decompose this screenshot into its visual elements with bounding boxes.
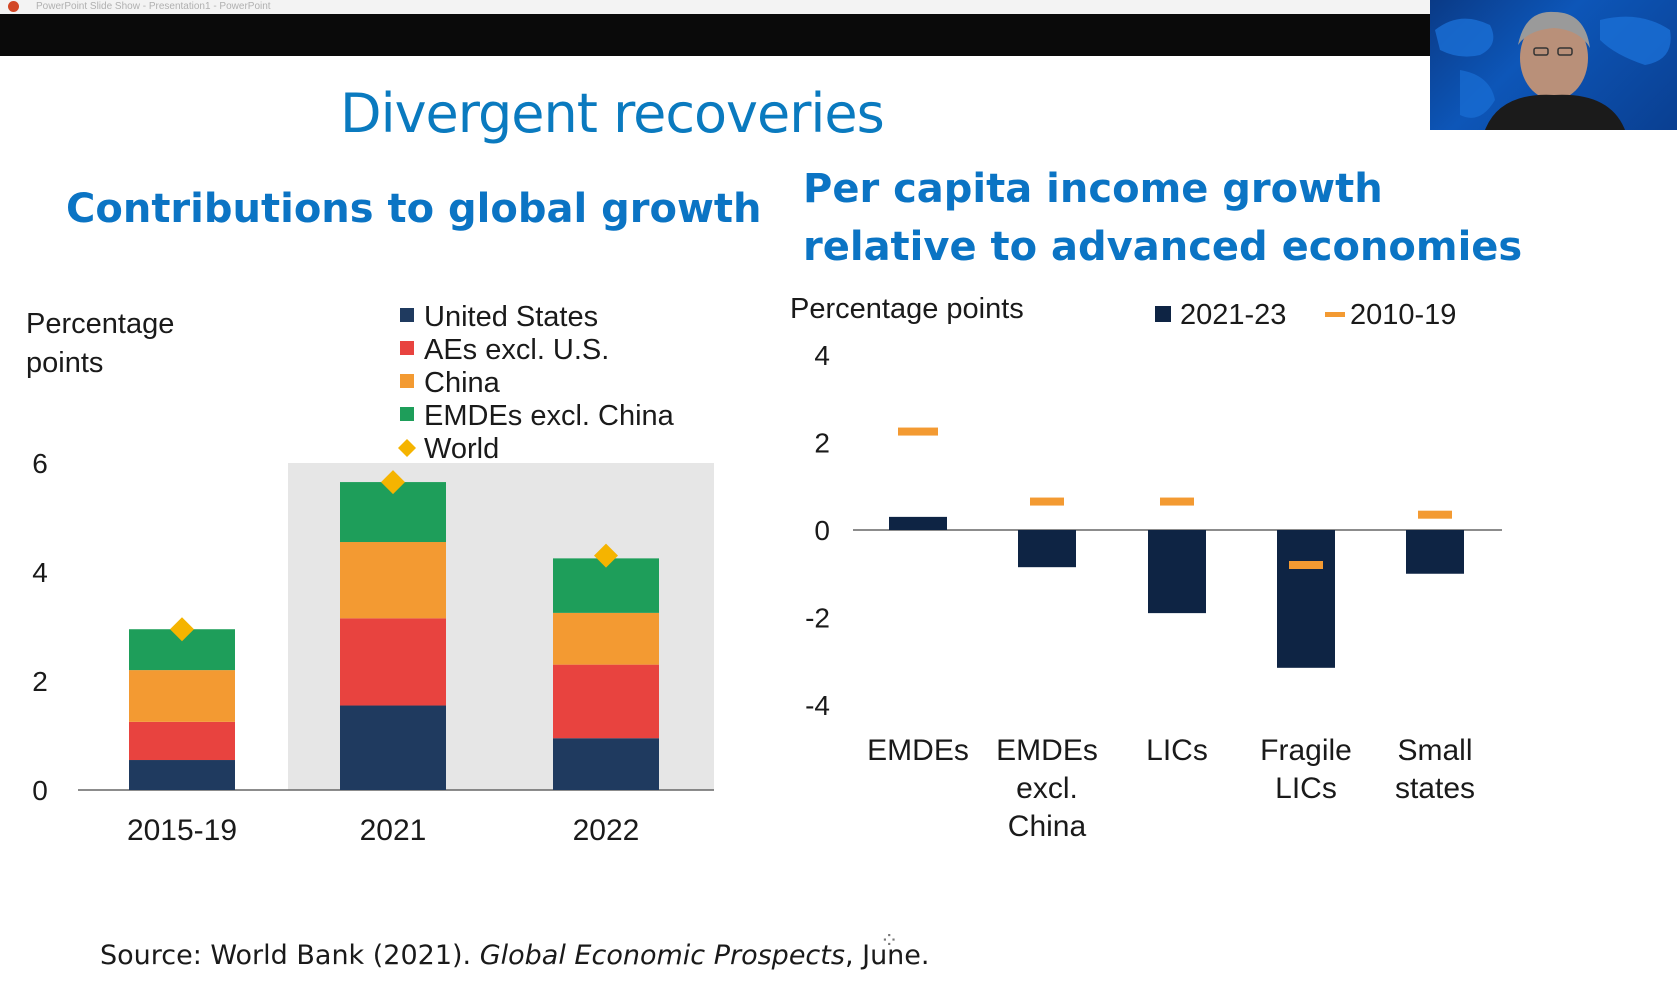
benchmark-dash (1160, 497, 1194, 506)
window-titlebar: PowerPoint Slide Show - Presentation1 - … (0, 0, 1677, 14)
right-x-tick-label: China (1008, 810, 1087, 843)
right-x-tick-label: Small (1397, 734, 1472, 767)
world-marker (594, 543, 618, 568)
income-growth-bar (1018, 530, 1076, 568)
right-x-tick-label: Fragile (1260, 734, 1352, 767)
income-growth-bar (889, 516, 947, 530)
stacked-bar-segment (340, 618, 446, 706)
legend-swatch (1155, 306, 1171, 322)
legend-label: AEs excl. U.S. (424, 334, 609, 366)
legend-label: EMDEs excl. China (424, 400, 675, 432)
slide-title: Divergent recoveries (340, 82, 885, 145)
legend-swatch (400, 308, 414, 322)
left-y-tick-label: 6 (32, 448, 48, 479)
legend-label: 2010-19 (1350, 299, 1456, 331)
benchmark-dash (898, 427, 938, 436)
legend-label: 2021-23 (1180, 299, 1286, 331)
right-x-tick-label: excl. (1016, 772, 1078, 805)
world-marker (381, 470, 405, 495)
source-suffix: , June. (844, 940, 930, 971)
right-bars (889, 516, 1464, 668)
stacked-bar-segment (553, 664, 659, 739)
legend-swatch (400, 407, 414, 421)
right-y-tick-label: -2 (805, 603, 830, 634)
left-x-tick-label: 2022 (573, 814, 640, 847)
left-y-tick-label: 4 (32, 557, 48, 588)
income-growth-bar (1277, 530, 1335, 668)
legend-label: World (424, 433, 499, 465)
right-x-tick-label: EMDEs (996, 734, 1098, 767)
right-ylabel: Percentage points (790, 293, 1024, 325)
left-ylabel-line1: Percentage (26, 308, 174, 340)
benchmark-dash (1418, 510, 1452, 519)
right-y-tick-label: 4 (814, 340, 830, 371)
right-x-tick-label: LICs (1275, 772, 1337, 805)
stacked-bar-segment (340, 705, 446, 790)
world-marker (170, 617, 194, 642)
source-prefix: Source: World Bank (2021). (100, 940, 480, 971)
right-y-tick-label: -4 (805, 690, 830, 721)
source-publication: Global Economic Prospects (479, 940, 845, 971)
income-growth-bar (1148, 530, 1206, 614)
per-capita-growth-chart: Percentage points 2021-23 2010-19 -4 -2 0 2 4… (790, 293, 1502, 843)
presenter-video-feed (1430, 0, 1677, 130)
webcam-image (1435, 11, 1671, 130)
right-panel-title-line1: Per capita income growth (803, 166, 1383, 212)
right-y-tick-label: 0 (814, 515, 830, 546)
left-panel-title: Contributions to global growth (66, 186, 762, 232)
left-x-tick-label: 2015-19 (127, 814, 237, 847)
legend-swatch (400, 341, 414, 355)
right-legend: 2021-23 2010-19 (1155, 299, 1456, 331)
legend-world-marker (398, 439, 416, 457)
source-note: Source: World Bank (2021). Global Econom… (100, 940, 929, 971)
legend-label: United States (424, 301, 598, 333)
right-x-tick-label: LICs (1146, 734, 1208, 767)
pointer-cursor-icon: ⁘ (880, 928, 899, 953)
left-ylabel-line2: points (26, 347, 103, 379)
benchmark-dash (1289, 561, 1323, 569)
right-dashes (898, 427, 1452, 569)
legend-label: China (424, 367, 501, 399)
legend-swatch (400, 374, 414, 388)
stacked-bar-segment (340, 542, 446, 619)
income-growth-bar (1406, 530, 1464, 574)
stacked-bar-segment (129, 670, 235, 722)
left-y-tick-label: 2 (32, 666, 48, 697)
left-y-tick-label: 0 (32, 775, 48, 806)
left-world-markers (170, 470, 618, 642)
stacked-bar-segment (553, 738, 659, 790)
powerpoint-icon[interactable] (8, 1, 19, 12)
left-x-tick-label: 2021 (360, 814, 427, 847)
right-axis: -4 -2 0 2 4 EMDEs EMDEs excl. China LICs Fragile LI… (805, 340, 1502, 843)
right-panel-title-line2: relative to advanced economies (803, 224, 1523, 270)
stacked-bar-segment (129, 721, 235, 761)
legend-swatch (1325, 312, 1345, 317)
benchmark-dash (1030, 497, 1064, 506)
left-axis: 0 2 4 6 2015-19 2021 2022 (32, 448, 714, 847)
left-bars (129, 482, 659, 790)
right-y-tick-label: 2 (814, 428, 830, 459)
contributions-chart: Percentage points 0 2 4 6 2015-19 2021 2022 Un… (26, 301, 714, 847)
slideshow-top-bar (0, 14, 1677, 56)
right-x-tick-label: EMDEs (867, 734, 969, 767)
right-panel-title: Per capita income growth relative to adv… (803, 160, 1522, 276)
stacked-bar-segment (129, 760, 235, 790)
stacked-bar-segment (553, 612, 659, 665)
window-title: PowerPoint Slide Show - Presentation1 - … (36, 1, 271, 12)
right-x-tick-label: states (1395, 772, 1475, 805)
